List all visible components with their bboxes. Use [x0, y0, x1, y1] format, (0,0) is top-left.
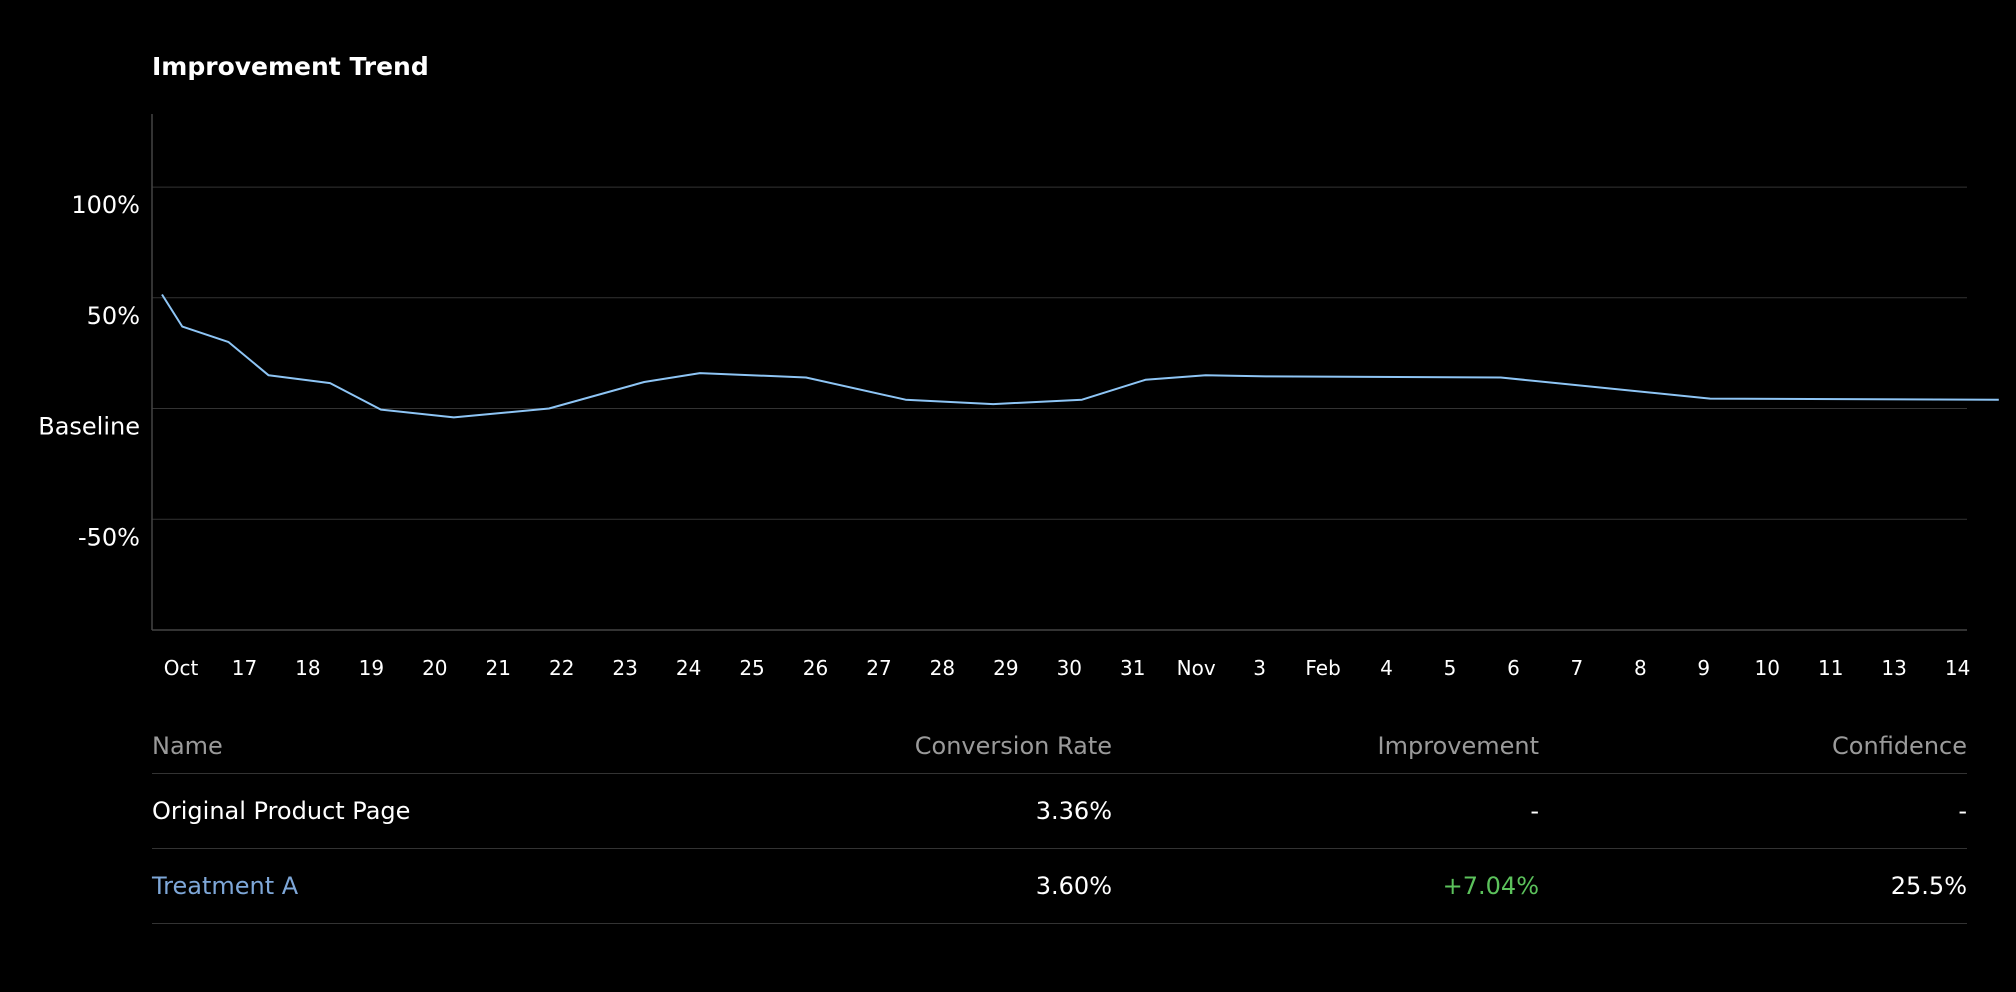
y-tick-label: -50% [78, 523, 140, 551]
improvement-value: - [1530, 797, 1539, 825]
conversion-rate-value: 3.60% [1035, 872, 1112, 900]
y-tick-label: Baseline [38, 413, 140, 441]
header-name: Name [152, 731, 223, 760]
x-tick-label: 14 [1945, 656, 1970, 680]
header-confidence: Confidence [1832, 731, 1967, 760]
header-conversion-rate: Conversion Rate [914, 731, 1112, 760]
x-tick-label: 10 [1755, 656, 1780, 680]
x-tick-label: 22 [549, 656, 574, 680]
x-tick-label: 21 [486, 656, 511, 680]
x-tick-label: 23 [612, 656, 637, 680]
x-tick-label: 5 [1444, 656, 1457, 680]
x-tick-label: 11 [1818, 656, 1843, 680]
table-header-row: Name Conversion Rate Improvement Confide… [152, 718, 1967, 774]
x-tick-label: 29 [993, 656, 1018, 680]
x-tick-label: 20 [422, 656, 447, 680]
x-tick-label: 6 [1507, 656, 1520, 680]
conversion-rate-value: 3.36% [1035, 797, 1112, 825]
series-line [161, 293, 1999, 419]
x-tick-label: Oct [164, 656, 199, 680]
improvement-value: +7.04% [1442, 872, 1539, 900]
x-tick-label: 28 [930, 656, 955, 680]
x-tick-labels: Oct 17 18 19 20 21 22 23 24 25 26 27 28 29 30 31 Nov 3 Feb… [164, 656, 1971, 680]
x-tick-label: Feb [1305, 656, 1340, 680]
y-tick-labels: 100% 50% Baseline -50% [38, 191, 140, 551]
x-tick-label: 19 [359, 656, 384, 680]
series-lines [161, 293, 1999, 419]
x-tick-label: 18 [295, 656, 320, 680]
variant-name: Original Product Page [152, 797, 411, 825]
x-tick-label: 7 [1571, 656, 1584, 680]
table-row: Treatment A 3.60% +7.04% 25.5% [152, 849, 1967, 924]
confidence-value: 25.5% [1890, 872, 1967, 900]
table-row: Original Product Page 3.36% - - [152, 774, 1967, 849]
x-tick-label: 9 [1697, 656, 1710, 680]
x-tick-label: 30 [1057, 656, 1082, 680]
chart-title: Improvement Trend [152, 52, 429, 81]
x-tick-label: 8 [1634, 656, 1647, 680]
x-tick-label: 17 [232, 656, 257, 680]
x-tick-label: 3 [1253, 656, 1266, 680]
x-tick-label: 24 [676, 656, 701, 680]
x-tick-label: 27 [866, 656, 891, 680]
grid-lines [152, 186, 1967, 631]
variant-name-link[interactable]: Treatment A [152, 872, 299, 900]
x-tick-label: Nov [1177, 656, 1216, 680]
confidence-value: - [1958, 797, 1967, 825]
header-improvement: Improvement [1377, 731, 1539, 760]
results-table: Name Conversion Rate Improvement Confide… [152, 718, 1967, 924]
x-tick-label: 26 [803, 656, 828, 680]
x-tick-label: 25 [739, 656, 764, 680]
y-tick-label: 100% [71, 191, 140, 219]
improvement-trend-chart: 100% 50% Baseline -50% Oct 17 18 19 20 21 22 23 24 2… [38, 114, 1999, 680]
x-tick-label: 4 [1380, 656, 1393, 680]
y-tick-label: 50% [87, 302, 140, 330]
x-tick-label: 31 [1120, 656, 1145, 680]
x-tick-label: 13 [1881, 656, 1906, 680]
